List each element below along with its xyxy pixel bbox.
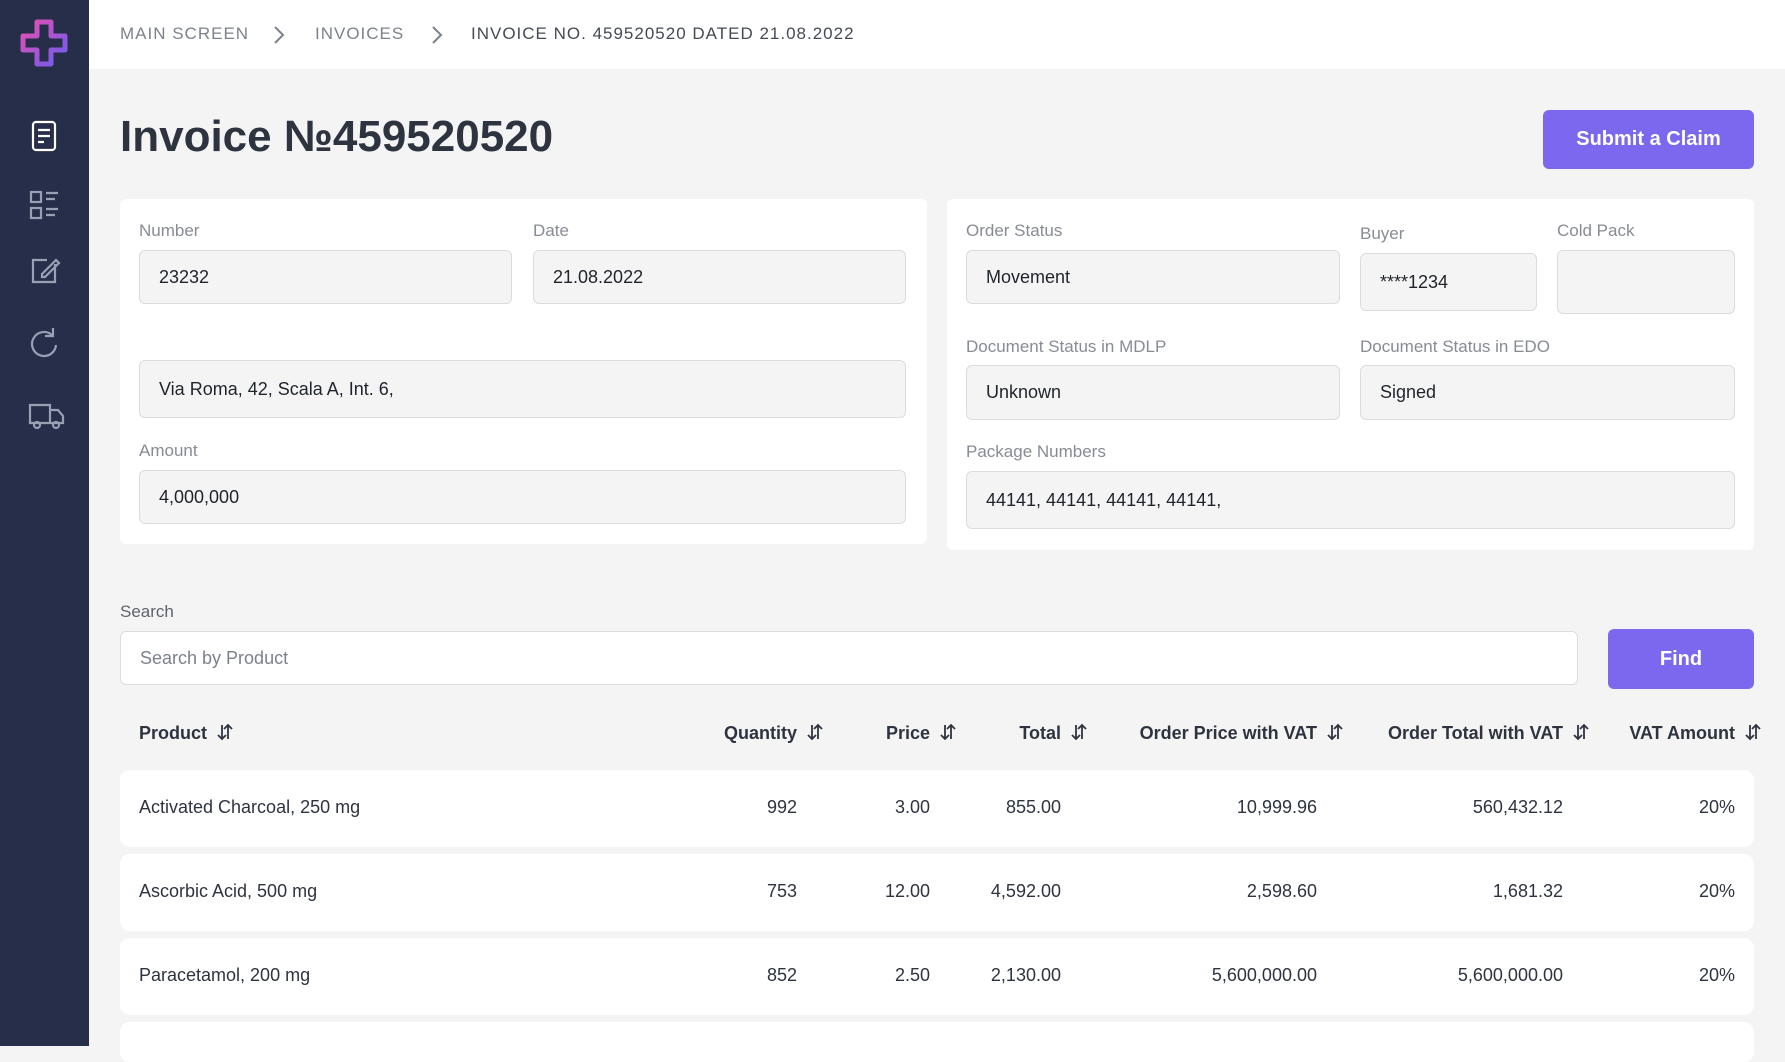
table-cell: 560,432.12 [1472,797,1563,817]
label: Document Status in MDLP [966,337,1167,356]
table-row [120,1022,1754,1062]
input[interactable]: 21.08.2022 [533,250,906,304]
column-header[interactable]: Order Total with VAT [1388,722,1589,744]
sort-icon[interactable] [940,722,956,742]
table-cell: 4,592.00 [990,881,1061,901]
input[interactable]: ****1234 [1360,253,1537,311]
table-cell: 852 [766,965,797,985]
input[interactable]: 4,000,000 [139,470,906,524]
sort-icon[interactable] [807,722,823,742]
sort-icon[interactable] [1327,722,1343,742]
table-cell: 5,600,000.00 [1211,965,1317,985]
input[interactable]: Movement [966,250,1340,304]
sidebar [0,0,89,1046]
label: Date [533,221,569,240]
logo[interactable] [20,19,68,67]
table-cell: 1,681.32 [1492,881,1563,901]
table-cell: 5,600,000.00 [1457,965,1563,985]
column-header[interactable]: Quantity [724,722,823,744]
table-cell: 753 [766,881,797,901]
breadcrumb[interactable]: INVOICES [315,24,405,43]
find-button[interactable]: Find [1608,629,1754,689]
input[interactable]: 44141, 44141, 44141, 44141, [966,471,1735,529]
column-title: Product [139,723,208,743]
submit-button[interactable]: Submit a Claim [1543,110,1754,169]
table-cell: 2.50 [894,965,930,985]
column-header[interactable]: VAT Amount [1629,722,1761,744]
column-title: Order Total with VAT [1388,723,1563,743]
label: Cold Pack [1557,221,1635,240]
input[interactable]: Signed [1360,365,1735,420]
table-row [120,938,1754,1015]
chevron [432,26,443,44]
table-cell: 2,130.00 [990,965,1061,985]
table-row [120,854,1754,931]
chevron [274,26,285,44]
label: Order Status [966,221,1063,240]
table-cell: 855.00 [1005,797,1061,817]
table-cell: Paracetamol, 200 mg [139,965,311,985]
top-bar [89,0,1785,69]
table-cell: 20% [1698,797,1735,817]
column-title: VAT Amount [1629,723,1735,743]
input[interactable]: 23232 [139,250,512,304]
label: Package Numbers [966,442,1106,461]
table-cell: 992 [766,797,797,817]
table-row [120,770,1754,847]
sort-icon[interactable] [1573,722,1589,742]
sort-icon[interactable] [217,722,233,742]
column-header[interactable]: Order Price with VAT [1140,722,1343,744]
table-cell: Ascorbic Acid, 500 mg [139,881,318,901]
sort-icon[interactable] [1071,722,1087,742]
table-cell: 3.00 [894,797,930,817]
table-cell: 20% [1698,965,1735,985]
table-cell: 10,999.96 [1236,797,1317,817]
label: Search [120,602,174,621]
label: Number [139,221,200,240]
label: Buyer [1360,224,1405,243]
page-title: Invoice №459520520 [120,112,554,161]
column-header[interactable]: Price [886,722,956,744]
input[interactable]: Unknown [966,365,1340,420]
sidebar-icons [20,19,68,430]
label: Document Status in EDO [1360,337,1550,356]
breadcrumb[interactable]: MAIN SCREEN [120,24,250,43]
column-title: Order Price with VAT [1139,723,1317,743]
table-cell: 20% [1698,881,1735,901]
breadcrumb: INVOICE NO. 459520520 DATED 21.08.2022 [471,24,855,43]
search-input[interactable]: Search by Product [120,631,1578,685]
column-header[interactable]: Product [139,722,233,744]
table-cell: 12.00 [884,881,930,901]
column-title: Quantity [723,723,797,743]
table-cell: Activated Charcoal, 250 mg [139,797,361,817]
column-title: Price [885,723,930,743]
label: Amount [139,441,198,460]
column-header[interactable]: Total [1019,722,1087,744]
input[interactable] [1557,250,1735,314]
input[interactable]: Via Roma, 42, Scala A, Int. 6, [139,360,906,418]
table-cell: 2,598.60 [1246,881,1317,901]
column-title: Total [1019,723,1061,743]
sort-icon[interactable] [1745,722,1761,742]
